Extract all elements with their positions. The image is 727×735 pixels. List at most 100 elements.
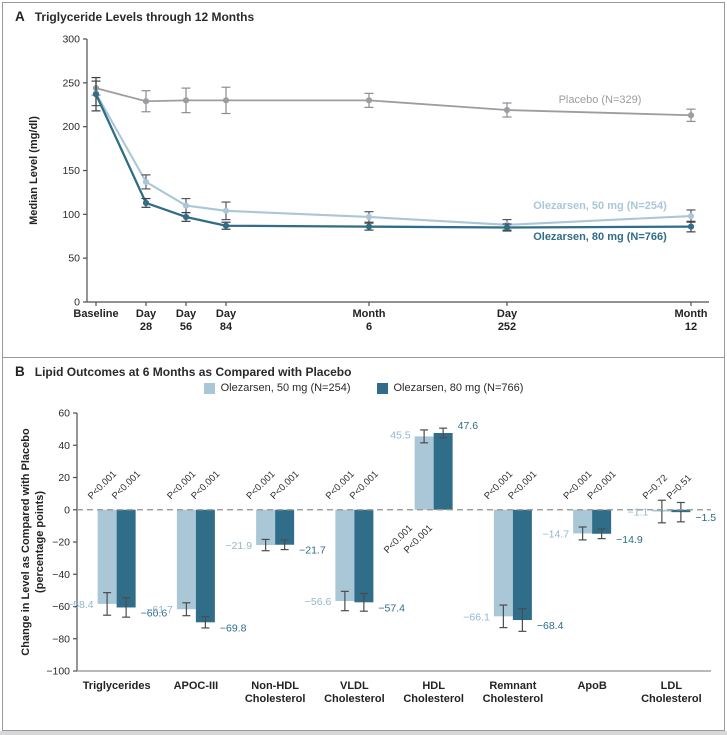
lipid-outcomes-bar-chart: 60 40 20 0 −20 −40 −60 −80 −100 Triglycerides APOC… xyxy=(20,408,716,706)
svg-text:60: 60 xyxy=(58,408,70,420)
panel-b-title-text: Lipid Outcomes at 6 Months as Compared w… xyxy=(34,365,352,379)
svg-text:250: 250 xyxy=(62,77,80,89)
svg-text:Placebo (N=329): Placebo (N=329) xyxy=(559,94,642,106)
panel-a-title-text: Triglyceride Levels through 12 Months xyxy=(34,10,255,24)
chart-legend: Olezarsen, 50 mg (N=254) Olezarsen, 80 m… xyxy=(3,382,724,394)
svg-text:−61.7: −61.7 xyxy=(146,604,173,616)
svg-text:100: 100 xyxy=(62,209,80,221)
bar-50mg-3 xyxy=(335,509,355,602)
panel-b-letter: B xyxy=(15,364,25,379)
svg-text:252: 252 xyxy=(498,321,516,333)
svg-text:−14.9: −14.9 xyxy=(616,534,643,546)
bar-80mg-6 xyxy=(592,509,612,534)
bar-80mg-3 xyxy=(354,509,374,603)
svg-text:APOC-III: APOC-III xyxy=(174,680,219,692)
svg-text:Non-HDL: Non-HDL xyxy=(251,680,299,692)
page-edge-strip xyxy=(0,731,727,735)
svg-text:−1.1: −1.1 xyxy=(628,507,649,519)
svg-text:47.6: 47.6 xyxy=(458,420,479,432)
bar-50mg-5 xyxy=(493,509,513,617)
bar-80mg-4 xyxy=(433,432,453,510)
svg-text:−56.6: −56.6 xyxy=(305,596,332,608)
svg-text:300: 300 xyxy=(62,34,80,46)
svg-text:45.5: 45.5 xyxy=(390,429,411,441)
svg-text:−100: −100 xyxy=(46,666,70,678)
bar-50mg-2 xyxy=(256,509,276,546)
svg-text:Cholesterol: Cholesterol xyxy=(641,693,702,705)
svg-text:−80: −80 xyxy=(52,633,70,645)
svg-text:P=0.72: P=0.72 xyxy=(641,473,670,502)
bar-50mg-6 xyxy=(573,509,593,534)
bar-80mg-5 xyxy=(512,509,532,621)
svg-text:−58.4: −58.4 xyxy=(67,599,94,611)
svg-text:28: 28 xyxy=(140,321,152,333)
svg-text:ApoB: ApoB xyxy=(577,680,606,692)
svg-text:Cholesterol: Cholesterol xyxy=(483,693,544,705)
svg-text:Day: Day xyxy=(497,308,518,320)
bar-50mg-0 xyxy=(97,509,117,604)
panel-a: A Triglyceride Levels through 12 Months 0… xyxy=(3,3,724,358)
svg-text:84: 84 xyxy=(220,321,233,333)
svg-text:(percentage points): (percentage points) xyxy=(34,491,46,593)
svg-text:−21.9: −21.9 xyxy=(226,540,253,552)
svg-text:−68.4: −68.4 xyxy=(537,620,564,632)
svg-text:Day: Day xyxy=(176,308,197,320)
legend-label-50mg: Olezarsen, 50 mg (N=254) xyxy=(220,382,351,394)
panel-b-title: B Lipid Outcomes at 6 Months as Compared … xyxy=(15,364,351,379)
svg-text:Month: Month xyxy=(353,308,386,320)
svg-text:56: 56 xyxy=(180,321,192,333)
svg-text:6: 6 xyxy=(366,321,372,333)
svg-text:−57.4: −57.4 xyxy=(378,602,405,614)
legend-swatch-50mg-icon xyxy=(203,382,215,394)
svg-text:−60: −60 xyxy=(52,601,70,613)
svg-text:VLDL: VLDL xyxy=(340,680,369,692)
svg-text:−21.7: −21.7 xyxy=(299,545,326,557)
svg-text:−60.6: −60.6 xyxy=(141,607,168,619)
svg-text:50: 50 xyxy=(68,253,80,265)
svg-text:−20: −20 xyxy=(52,537,70,549)
svg-text:0: 0 xyxy=(74,297,80,309)
bar-50mg-4 xyxy=(414,436,434,510)
svg-text:Cholesterol: Cholesterol xyxy=(245,693,306,705)
panel-b: B Lipid Outcomes at 6 Months as Compared … xyxy=(3,358,724,727)
svg-text:200: 200 xyxy=(62,121,80,133)
svg-text:Olezarsen, 50 mg (N=254): Olezarsen, 50 mg (N=254) xyxy=(533,200,667,212)
svg-text:0: 0 xyxy=(64,504,70,516)
panel-a-letter: A xyxy=(15,9,25,24)
legend-label-80mg: Olezarsen, 80 mg (N=766) xyxy=(393,382,524,394)
svg-text:LDL: LDL xyxy=(661,680,683,692)
svg-text:40: 40 xyxy=(58,440,70,452)
series-olezarsen-80-mg-n-766-: Olezarsen, 80 mg (N=766) xyxy=(91,76,696,243)
svg-text:−69.8: −69.8 xyxy=(220,622,247,634)
svg-text:−40: −40 xyxy=(52,569,70,581)
svg-text:Day: Day xyxy=(216,308,237,320)
legend-item-olezarsen-50mg: Olezarsen, 50 mg (N=254) xyxy=(203,382,351,394)
bar-80mg-0 xyxy=(116,509,136,608)
bar-50mg-1 xyxy=(176,509,196,610)
axes: 60 40 20 0 −20 −40 −60 −80 −100 Triglycerides APOC… xyxy=(46,408,711,705)
series-placebo-n-329-: Placebo (N=329) xyxy=(91,80,696,123)
legend-swatch-80mg-icon xyxy=(376,382,388,394)
legend-item-olezarsen-80mg: Olezarsen, 80 mg (N=766) xyxy=(376,382,524,394)
svg-text:Cholesterol: Cholesterol xyxy=(403,693,464,705)
bar-80mg-2 xyxy=(275,509,295,545)
svg-text:20: 20 xyxy=(58,472,70,484)
svg-text:Olezarsen, 80 mg (N=766): Olezarsen, 80 mg (N=766) xyxy=(533,231,667,243)
svg-text:Median Level (mg/dl): Median Level (mg/dl) xyxy=(28,116,40,225)
svg-text:−14.7: −14.7 xyxy=(543,528,570,540)
bar-80mg-1 xyxy=(195,509,215,623)
svg-text:Remnant: Remnant xyxy=(489,680,536,692)
svg-text:HDL: HDL xyxy=(422,680,445,692)
svg-text:12: 12 xyxy=(685,321,697,333)
svg-text:Day: Day xyxy=(136,308,157,320)
bars: −58.4−60.6P<0.001P<0.001−61.7−69.8P<0.00… xyxy=(67,420,716,634)
svg-text:Cholesterol: Cholesterol xyxy=(324,693,385,705)
svg-text:Month: Month xyxy=(675,308,708,320)
svg-text:150: 150 xyxy=(62,165,80,177)
svg-text:P=0.51: P=0.51 xyxy=(665,473,694,502)
panel-a-title: A Triglyceride Levels through 12 Months xyxy=(15,9,254,24)
svg-text:−66.1: −66.1 xyxy=(463,611,490,623)
